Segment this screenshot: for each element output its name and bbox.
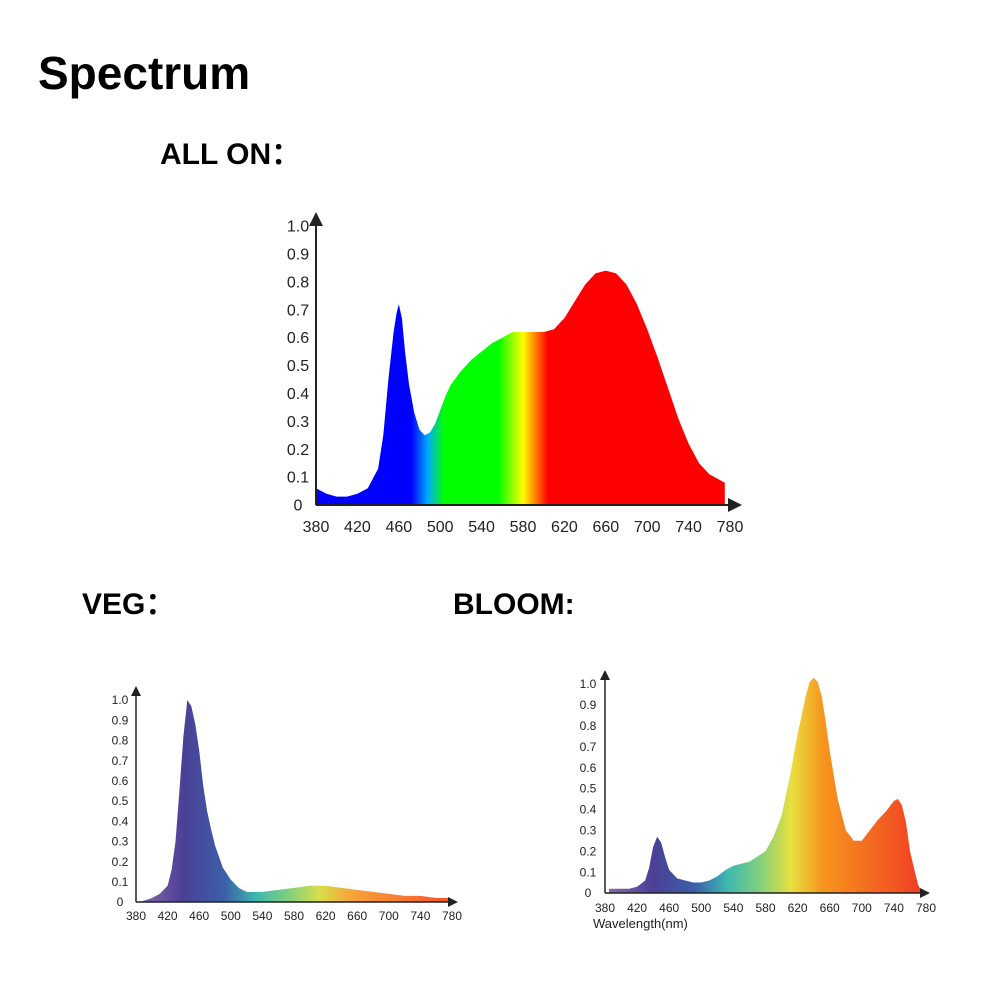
x-tick-label: 460 [189, 909, 209, 923]
x-tick-label: 380 [595, 901, 615, 915]
x-tick-label: 500 [221, 909, 241, 923]
y-tick-label: 0 [294, 498, 303, 515]
y-tick-label: 0.9 [580, 698, 597, 712]
x-tick-label: 700 [852, 901, 872, 915]
x-tick-label: 660 [820, 901, 840, 915]
x-tick-label: 420 [344, 519, 371, 536]
x-tick-label: 620 [788, 901, 808, 915]
x-tick-label: 740 [884, 901, 904, 915]
x-tick-label: 460 [659, 901, 679, 915]
x-tick-label: 460 [385, 519, 412, 536]
x-tick-label: 420 [627, 901, 647, 915]
x-tick-label: 380 [303, 519, 330, 536]
x-tick-label: 540 [468, 519, 495, 536]
x-tick-label: 500 [427, 519, 454, 536]
y-tick-label: 0.7 [112, 754, 129, 768]
y-tick-label: 0.5 [287, 358, 309, 375]
y-tick-label: 0.2 [580, 844, 597, 858]
y-tick-label: 1.0 [580, 677, 597, 691]
y-tick-label: 1.0 [112, 693, 129, 707]
y-tick-label: 0.4 [287, 386, 309, 403]
x-tick-label: 660 [347, 909, 367, 923]
section-title-all-on: ALL ON： [160, 138, 302, 171]
y-tick-label: 0.2 [287, 442, 309, 459]
section-title-bloom: BLOOM: [453, 588, 575, 621]
spectrum-area-veg [139, 700, 449, 902]
x-tick-label: 660 [592, 519, 619, 536]
x-axis-arrow-icon [448, 897, 458, 907]
y-tick-label: 0.1 [287, 470, 309, 487]
y-tick-label: 0.3 [112, 835, 129, 849]
y-tick-label: 0.6 [287, 330, 309, 347]
y-tick-label: 0.3 [580, 824, 597, 838]
y-axis-arrow-icon [131, 686, 141, 696]
y-tick-label: 0.5 [112, 794, 129, 808]
x-tick-label: 780 [717, 519, 744, 536]
section-title-veg: VEG： [82, 588, 176, 621]
x-tick-label: 540 [252, 909, 272, 923]
x-tick-label: 700 [379, 909, 399, 923]
x-tick-label: 580 [284, 909, 304, 923]
x-tick-label: 620 [316, 909, 336, 923]
spectrum-area-bloom [609, 677, 922, 893]
x-tick-label: 580 [510, 519, 537, 536]
y-tick-label: 0.1 [580, 865, 597, 879]
y-tick-label: 0.6 [580, 761, 597, 775]
y-tick-label: 0.4 [112, 814, 129, 828]
y-tick-label: 0.9 [287, 247, 309, 264]
y-tick-label: 0.8 [287, 274, 309, 291]
y-tick-label: 0.1 [112, 875, 129, 889]
y-axis-arrow-icon [309, 212, 323, 226]
x-axis-arrow-icon [920, 888, 930, 898]
spectrum-area-all_on [316, 270, 725, 505]
y-tick-label: 0 [585, 886, 592, 900]
y-tick-label: 0.9 [112, 713, 129, 727]
y-tick-label: 0.8 [580, 719, 597, 733]
y-tick-label: 0.3 [287, 414, 309, 431]
x-tick-label: 420 [158, 909, 178, 923]
x-tick-label: 780 [916, 901, 936, 915]
x-tick-label: 540 [723, 901, 743, 915]
x-tick-label: 780 [442, 909, 462, 923]
y-tick-label: 0.4 [580, 803, 597, 817]
y-tick-label: 0 [117, 895, 124, 909]
y-tick-label: 1.0 [287, 219, 309, 236]
x-tick-label: 500 [691, 901, 711, 915]
x-axis-arrow-icon [728, 498, 742, 512]
y-tick-label: 0.7 [287, 302, 309, 319]
x-axis-label: Wavelength(nm) [593, 916, 688, 931]
y-tick-label: 0.8 [112, 734, 129, 748]
y-tick-label: 0.6 [112, 774, 129, 788]
x-tick-label: 740 [410, 909, 430, 923]
page-title: Spectrum [38, 47, 251, 99]
y-axis-arrow-icon [600, 670, 610, 680]
x-tick-label: 580 [755, 901, 775, 915]
x-tick-label: 620 [551, 519, 578, 536]
x-tick-label: 740 [675, 519, 702, 536]
x-tick-label: 380 [126, 909, 146, 923]
x-tick-label: 700 [634, 519, 661, 536]
y-tick-label: 0.2 [112, 855, 129, 869]
y-tick-label: 0.7 [580, 740, 597, 754]
y-tick-label: 0.5 [580, 782, 597, 796]
